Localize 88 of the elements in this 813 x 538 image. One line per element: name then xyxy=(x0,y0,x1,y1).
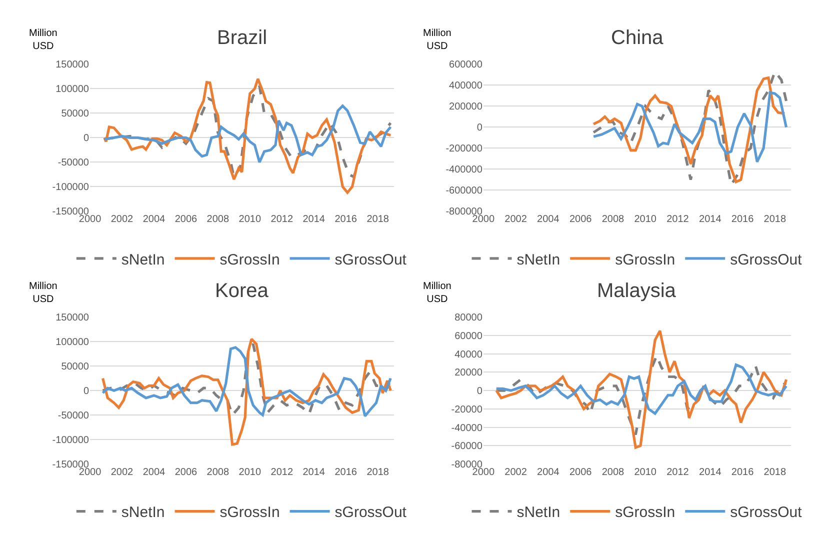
line-series xyxy=(592,91,788,164)
x-tick-label: 2008 xyxy=(602,214,625,226)
legend-label: sGrossOut xyxy=(730,251,803,268)
y-tick-label: 20000 xyxy=(454,368,483,379)
x-tick-label: 2004 xyxy=(142,214,166,226)
chart-title: Malaysia xyxy=(597,280,677,302)
x-tick-label: 2018 xyxy=(764,467,786,478)
x-tick-label: 2004 xyxy=(537,214,560,226)
y-tick-label: 150000 xyxy=(56,312,90,324)
y-tick-label: 0 xyxy=(476,386,483,398)
legend-label: sGrossIn xyxy=(615,251,676,268)
y-axis-title: Million USD xyxy=(29,281,58,305)
y-tick-label: -100000 xyxy=(52,435,90,446)
y-tick-label: 150000 xyxy=(56,60,90,71)
x-tick-label: 2016 xyxy=(731,467,754,478)
legend-label: sNetIn xyxy=(121,504,165,522)
x-tick-label: 2012 xyxy=(666,467,690,478)
x-tick-label: 2010 xyxy=(238,467,262,478)
y-axis-title: Million USD xyxy=(29,28,58,52)
x-tick-label: 2014 xyxy=(699,467,722,478)
x-tick-label: 2002 xyxy=(110,467,134,478)
y-tick-label: -20000 xyxy=(451,404,483,416)
y-tick-label: -200000 xyxy=(446,144,483,155)
x-tick-label: 2010 xyxy=(634,467,657,478)
chart-title: Brazil xyxy=(217,27,268,49)
line-series xyxy=(103,78,392,194)
y-tick-label: 100000 xyxy=(56,84,90,96)
y-tick-label: -50000 xyxy=(58,410,90,422)
x-tick-label: 2012 xyxy=(270,467,294,478)
chart-title: Korea xyxy=(215,280,270,302)
legend-label: sNetIn xyxy=(516,251,560,268)
legend-label: sGrossIn xyxy=(615,504,676,522)
x-tick-label: 2006 xyxy=(569,214,592,226)
legend-label: sNetIn xyxy=(121,251,165,268)
x-tick-label: 2012 xyxy=(666,214,690,226)
legend-label: sGrossOut xyxy=(334,504,408,522)
x-tick-label: 2006 xyxy=(174,467,198,478)
y-tick-label: -60000 xyxy=(451,441,483,452)
legend-label: sGrossIn xyxy=(220,504,280,522)
x-tick-label: 2004 xyxy=(537,467,560,478)
line-series xyxy=(495,330,788,449)
y-axis-title: Million USD xyxy=(423,281,452,305)
line-series xyxy=(103,104,392,164)
x-tick-label: 2002 xyxy=(504,214,528,226)
x-tick-label: 2002 xyxy=(504,467,528,478)
x-tick-label: 2006 xyxy=(174,214,198,226)
x-tick-label: 2010 xyxy=(634,214,657,226)
x-tick-label: 2006 xyxy=(569,467,592,478)
y-tick-label: 60000 xyxy=(454,330,483,342)
legend-label: sGrossIn xyxy=(220,251,280,268)
y-tick-label: -40000 xyxy=(451,422,483,434)
y-tick-label: 400000 xyxy=(449,80,483,92)
x-tick-label: 2018 xyxy=(764,214,786,226)
line-series xyxy=(495,364,788,415)
legend-label: sGrossOut xyxy=(730,504,803,522)
x-tick-label: 2008 xyxy=(602,467,625,478)
x-tick-label: 2016 xyxy=(731,214,754,226)
x-tick-label: 2002 xyxy=(110,214,134,226)
x-tick-label: 2010 xyxy=(238,214,262,226)
x-tick-label: 2004 xyxy=(142,467,166,478)
y-tick-label: -600000 xyxy=(446,186,483,197)
x-tick-label: 2008 xyxy=(206,214,230,226)
y-tick-label: -400000 xyxy=(446,164,483,176)
y-tick-label: 100000 xyxy=(56,337,90,348)
x-tick-label: 2016 xyxy=(334,214,358,226)
y-tick-label: 50000 xyxy=(61,108,90,120)
legend-label: sGrossOut xyxy=(334,251,408,268)
x-tick-label: 2018 xyxy=(366,214,390,226)
y-tick-label: 600000 xyxy=(449,60,483,71)
x-tick-label: 2008 xyxy=(206,467,230,478)
legend-label: sNetIn xyxy=(516,504,560,522)
x-tick-label: 2014 xyxy=(302,214,326,226)
y-tick-label: 0 xyxy=(83,386,90,398)
x-tick-label: 2014 xyxy=(302,467,326,478)
x-tick-label: 2014 xyxy=(699,214,722,226)
y-tick-label: 0 xyxy=(83,133,90,144)
y-tick-label: 80000 xyxy=(454,312,483,324)
y-tick-label: -100000 xyxy=(52,182,90,194)
y-tick-label: -50000 xyxy=(58,158,90,169)
chart-title: China xyxy=(611,27,664,49)
x-tick-label: 2018 xyxy=(366,467,390,478)
y-tick-label: 200000 xyxy=(449,102,483,113)
x-tick-label: 2012 xyxy=(270,214,294,226)
y-tick-label: 40000 xyxy=(454,349,483,360)
y-axis-title: Million USD xyxy=(423,28,452,52)
y-tick-label: 0 xyxy=(476,122,483,134)
y-tick-label: 50000 xyxy=(61,362,90,373)
x-tick-label: 2016 xyxy=(334,467,358,478)
